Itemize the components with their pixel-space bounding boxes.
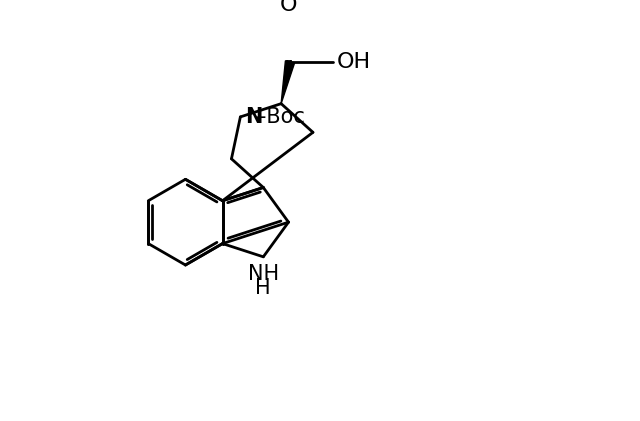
Text: O: O (280, 0, 297, 16)
Text: H: H (255, 278, 271, 298)
Text: N: N (246, 107, 263, 127)
Polygon shape (281, 61, 294, 104)
Text: OH: OH (336, 52, 371, 72)
Text: –Boc: –Boc (257, 107, 305, 127)
Text: NH: NH (248, 264, 279, 284)
